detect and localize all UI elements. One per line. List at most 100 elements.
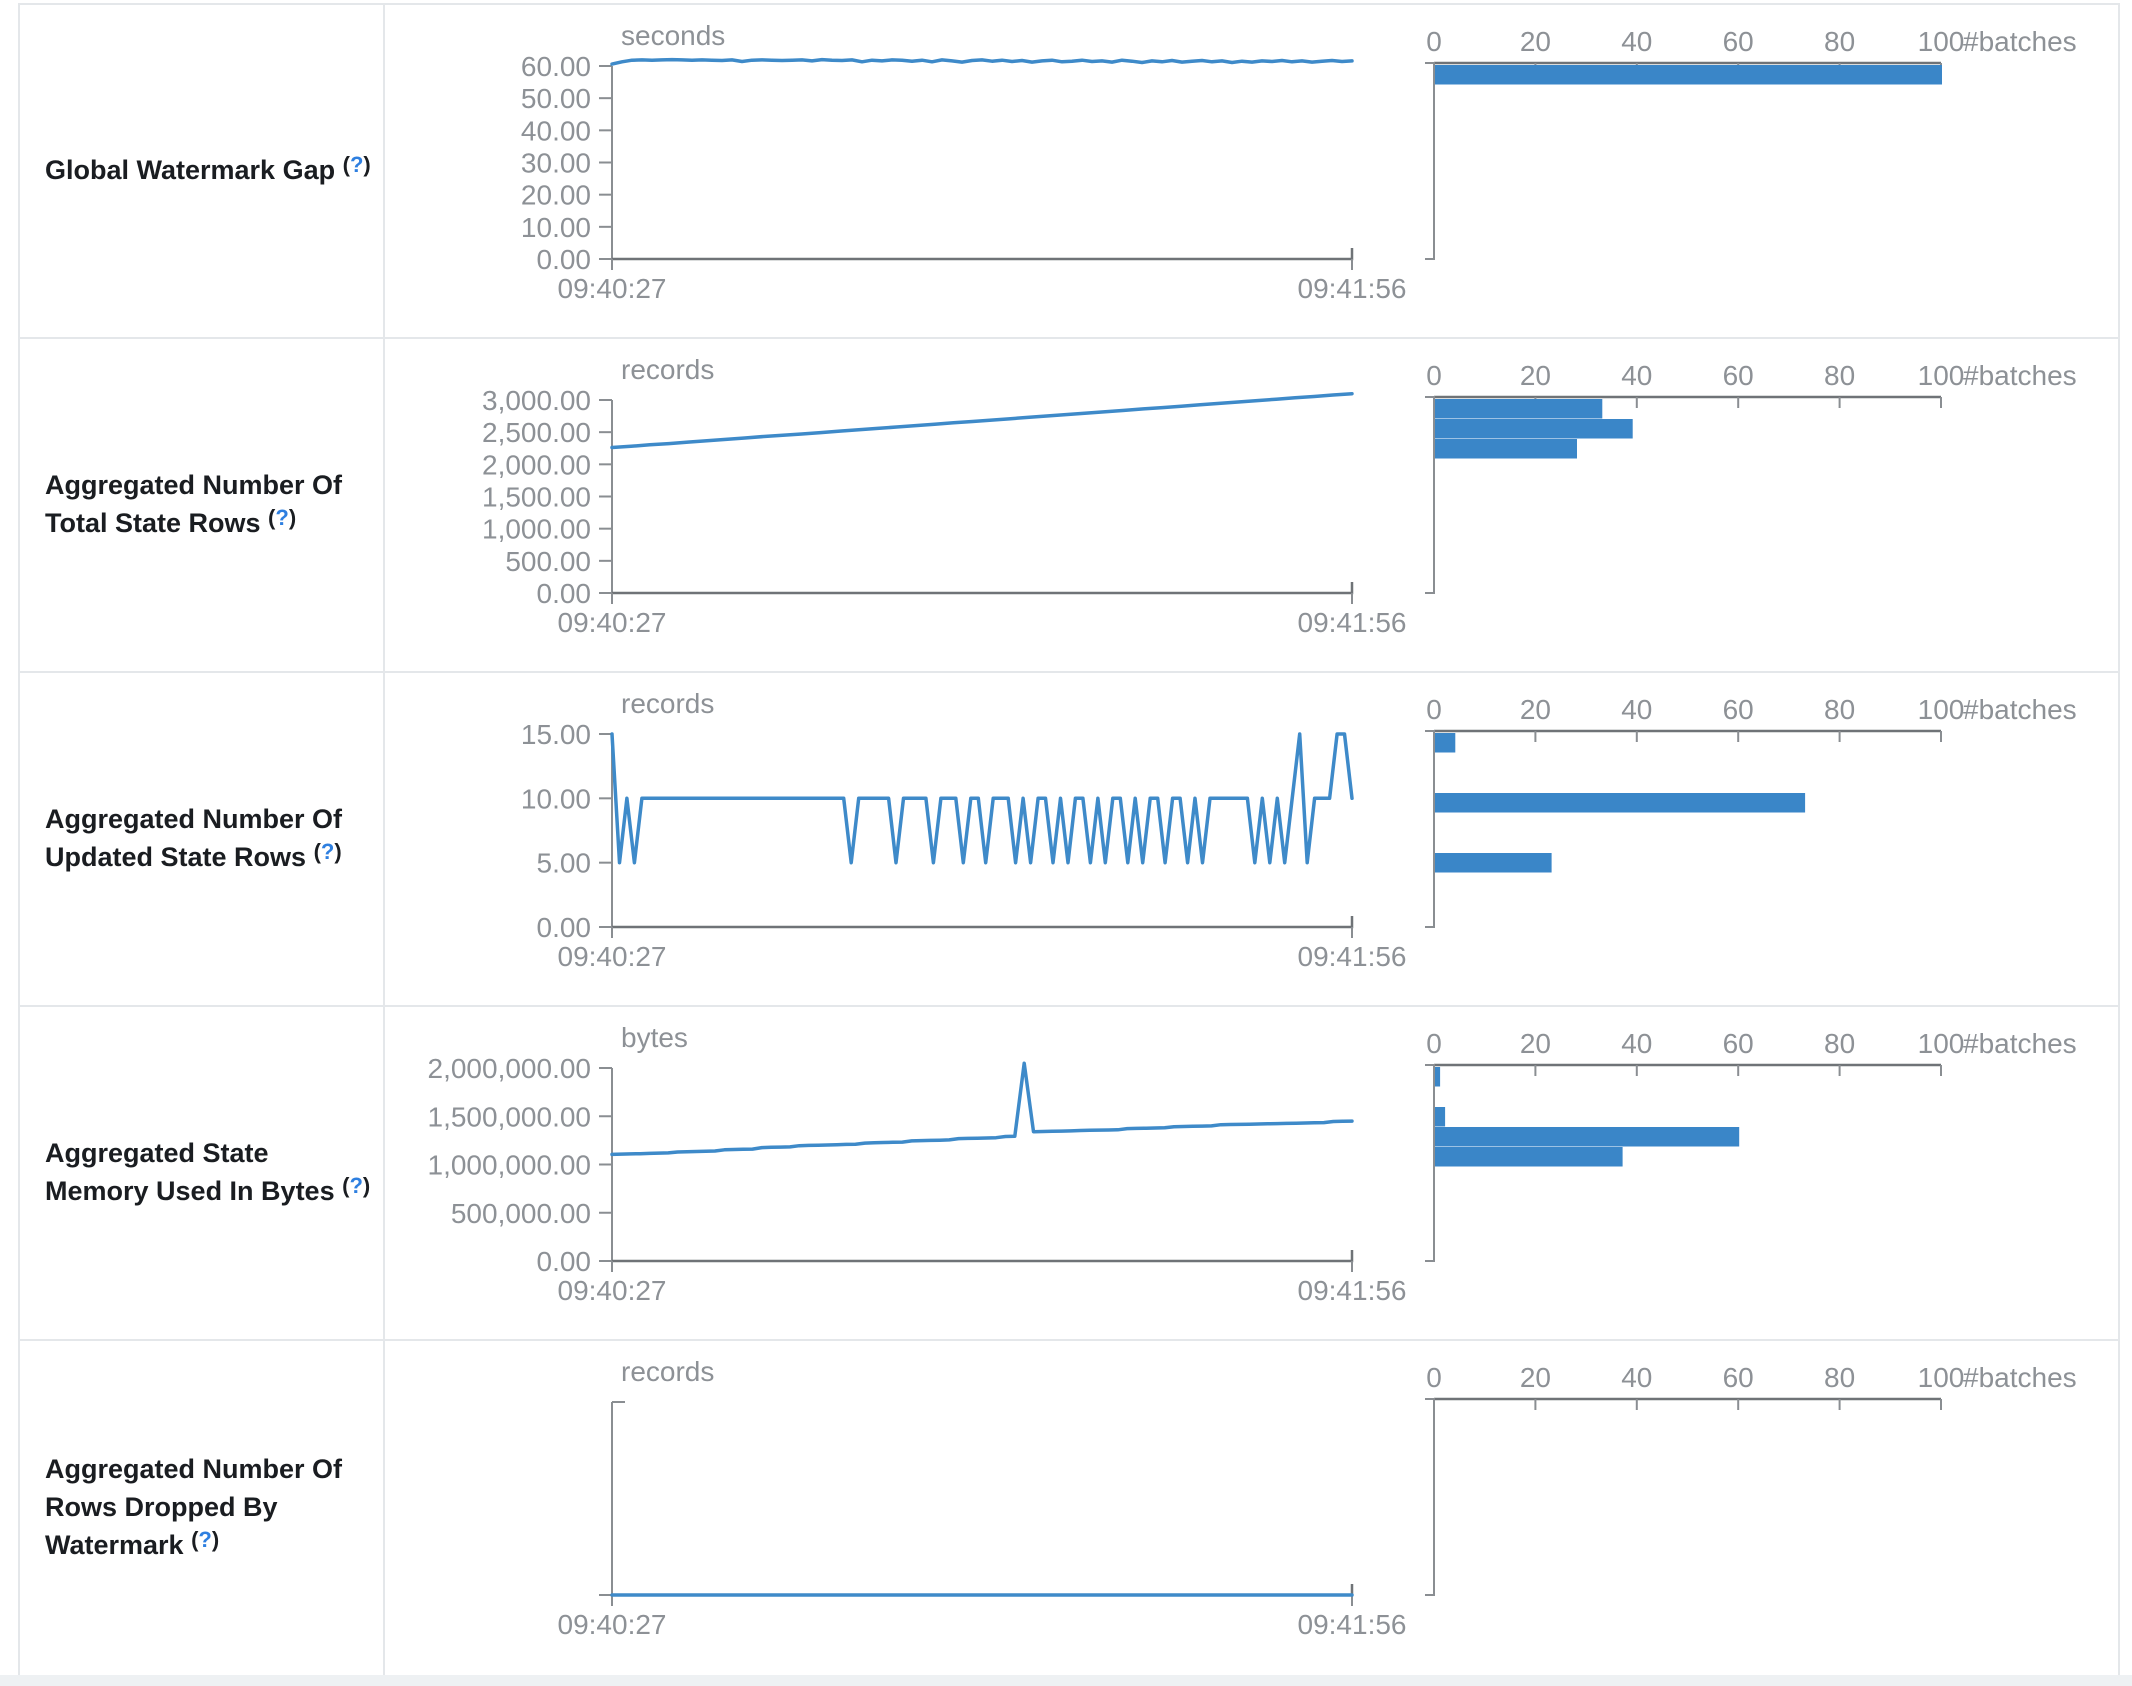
histogram-batches-label: #batches: [1963, 360, 2077, 391]
histogram-tick-label: 100: [1918, 360, 1965, 391]
help-paren-open: (: [268, 505, 276, 530]
histogram-tick-label: 20: [1520, 694, 1551, 725]
metric-title-text: Aggregated State Memory Used In Bytes: [45, 1138, 335, 1206]
metric-title: Aggregated Number Of Updated State Rows …: [45, 800, 375, 878]
y-axis-tick-label: 1,500.00: [482, 482, 591, 513]
histogram-tick-label: 20: [1520, 26, 1551, 57]
help-paren-open: (: [313, 839, 321, 864]
histogram-batches-label: #batches: [1963, 1028, 2077, 1059]
help-link[interactable]: (?): [343, 152, 371, 177]
histogram-tick-label: 80: [1824, 26, 1855, 57]
histogram-tick-label: 60: [1723, 1362, 1754, 1393]
timeline-line: [610, 57, 1354, 66]
y-axis-tick-label: 1,000.00: [482, 514, 591, 545]
help-link[interactable]: (?): [268, 505, 296, 530]
timeline-x-axis: [612, 1250, 1354, 1263]
help-link[interactable]: (?): [314, 839, 342, 864]
histogram-tick-label: 80: [1824, 694, 1855, 725]
y-axis-tick-label: 1,000,000.00: [428, 1150, 592, 1181]
histogram-tick-label: 60: [1723, 694, 1754, 725]
x-axis-end-label: 09:41:56: [1298, 607, 1407, 638]
help-paren-close: ): [362, 1173, 371, 1198]
y-axis-tick-label: 0.00: [537, 578, 592, 609]
y-axis-tick-label: 30.00: [521, 148, 591, 179]
histogram-tick-label: 80: [1824, 360, 1855, 391]
histogram-batches-label: #batches: [1963, 694, 2077, 725]
metric-title-text: Global Watermark Gap: [45, 155, 336, 185]
histogram-bar: [1435, 733, 1456, 753]
histogram-bar: [1435, 399, 1603, 419]
question-mark-icon[interactable]: ?: [198, 1527, 212, 1552]
watermark-metrics-table: Global Watermark Gap (?) seconds 60.00 50.0…: [18, 3, 2120, 1677]
y-axis-tick-label: 0.00: [537, 912, 592, 943]
metric-row: Aggregated State Memory Used In Bytes (?…: [20, 1007, 2118, 1341]
histogram-tick-label: 0: [1426, 1028, 1442, 1059]
metric-row: Aggregated Number Of Updated State Rows …: [20, 673, 2118, 1007]
histogram-bar: [1435, 793, 1806, 813]
histogram-y-axis: [1425, 1398, 1435, 1596]
help-paren-open: (: [342, 1173, 350, 1198]
question-mark-icon[interactable]: ?: [349, 152, 364, 177]
metric-chart-cell: records 09:40:27 09:41:56 0 20 40 60 80 100 #batc…: [385, 1341, 2118, 1675]
metric-label-cell: Aggregated Number Of Rows Dropped By Wat…: [20, 1341, 385, 1675]
metric-row: Aggregated Number Of Total State Rows (?…: [20, 339, 2118, 673]
histogram-tick-label: 60: [1723, 26, 1754, 57]
histogram-bar: [1435, 419, 1633, 439]
question-mark-icon[interactable]: ?: [320, 839, 335, 864]
histogram-tick-label: 20: [1520, 1362, 1551, 1393]
y-axis-tick-label: 0.00: [537, 1246, 592, 1277]
x-axis-end-label: 09:41:56: [1298, 941, 1407, 972]
y-axis-tick-label: 40.00: [521, 115, 591, 146]
metric-title: Aggregated State Memory Used In Bytes (?…: [45, 1134, 375, 1212]
metric-row: Aggregated Number Of Rows Dropped By Wat…: [20, 1341, 2118, 1675]
x-axis-end-label: 09:41:56: [1298, 1275, 1407, 1306]
y-axis-tick-label: 2,000,000.00: [428, 1053, 592, 1084]
metric-row: Global Watermark Gap (?) seconds 60.00 50.0…: [20, 5, 2118, 339]
metric-charts-svg: seconds 60.0050.0040.0030.0020.0010.000.0…: [521, 20, 2077, 304]
histogram-bar: [1435, 439, 1577, 459]
question-mark-icon[interactable]: ?: [349, 1173, 363, 1198]
histogram-tick-label: 40: [1621, 26, 1652, 57]
metric-charts-svg: records3,000.002,500.002,000.001,500.001…: [482, 354, 2077, 638]
histogram-tick-label: 100: [1918, 694, 1965, 725]
metric-charts-svg: records 09:40:27 09:41:56 0 20 40 60 80 100#batc…: [558, 1356, 2077, 1640]
histogram-tick-label: 20: [1520, 360, 1551, 391]
timeline-line: [610, 732, 1354, 865]
x-axis-start-label: 09:40:27: [558, 607, 667, 638]
metric-charts-svg: bytes 2,000,000.00 1,500,000.00 1,000,000.0…: [428, 1022, 2077, 1306]
metric-label-cell: Aggregated State Memory Used In Bytes (?…: [20, 1007, 385, 1339]
help-paren-close: ): [363, 152, 371, 177]
timeline-unit-label: records: [621, 1356, 714, 1387]
timeline-line: [610, 391, 1354, 450]
help-paren-open: (: [342, 152, 350, 177]
histogram-tick-label: 20: [1520, 1028, 1551, 1059]
histogram-tick-label: 40: [1621, 1028, 1652, 1059]
histogram-tick-label: 100: [1918, 26, 1965, 57]
help-link[interactable]: (?): [342, 1173, 370, 1198]
y-axis-tick-label: 15.00: [521, 719, 591, 750]
histogram-tick-label: 80: [1824, 1362, 1855, 1393]
metric-title-text: Aggregated Number Of Total State Rows: [45, 470, 343, 538]
y-axis-tick-label: 2,000.00: [482, 449, 591, 480]
question-mark-icon[interactable]: ?: [275, 505, 289, 530]
timeline-unit-label: records: [621, 688, 714, 719]
histogram-tick-label: 0: [1426, 694, 1442, 725]
histogram-tick-label: 100: [1918, 1362, 1965, 1393]
y-axis-tick-label: 10.00: [521, 212, 591, 243]
metric-title: Aggregated Number Of Rows Dropped By Wat…: [45, 1450, 375, 1566]
timeline-x-axis: [612, 916, 1354, 929]
timeline-unit-label: records: [621, 354, 714, 385]
histogram-y-axis: [1425, 730, 1435, 928]
y-axis-tick-label: 0.00: [537, 244, 592, 275]
timeline-x-axis: [612, 248, 1354, 261]
help-paren-close: ): [334, 839, 342, 864]
metric-chart-cell: seconds 60.00 50.00 40.00 30.00 20.00 10.00 0.0…: [385, 5, 2118, 337]
histogram-bar: [1435, 65, 1942, 85]
histogram-tick-label: 0: [1426, 360, 1442, 391]
metric-label-cell: Aggregated Number Of Updated State Rows …: [20, 673, 385, 1005]
x-axis-start-label: 09:40:27: [558, 1609, 667, 1640]
metric-label-cell: Global Watermark Gap (?): [20, 5, 385, 337]
help-link[interactable]: (?): [191, 1527, 219, 1552]
